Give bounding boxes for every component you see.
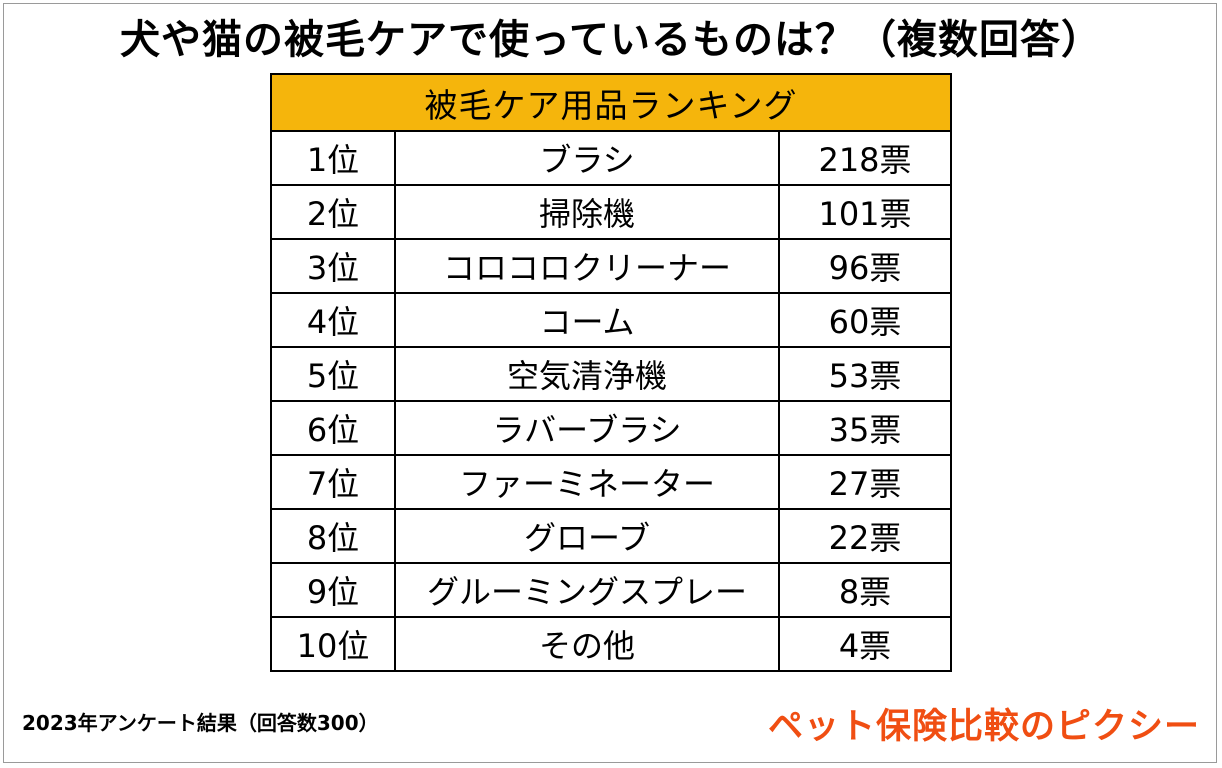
brand-logo: ペット保険比較のピクシー bbox=[767, 707, 1200, 747]
rank-cell: 9位 bbox=[270, 562, 396, 618]
votes-cell: 96票 bbox=[777, 238, 953, 294]
rank-cell: 6位 bbox=[270, 400, 396, 456]
item-cell: グローブ bbox=[394, 508, 780, 564]
rank-cell: 5位 bbox=[270, 346, 396, 402]
votes-cell: 27票 bbox=[777, 454, 953, 510]
item-cell: ブラシ bbox=[394, 130, 780, 186]
table-header: 被毛ケア用品ランキング bbox=[269, 73, 953, 132]
table-row: 10位 その他 4票 bbox=[270, 616, 953, 672]
ranking-body: 1位 ブラシ 218票 2位 掃除機 101票 3位 コロコロクリーナー 96票 4位 コーム 60票… bbox=[270, 130, 953, 672]
votes-cell: 60票 bbox=[777, 292, 953, 348]
table-row: 5位 空気清浄機 53票 bbox=[270, 346, 953, 402]
slide-frame bbox=[3, 3, 1217, 763]
votes-cell: 35票 bbox=[777, 400, 953, 456]
rank-cell: 1位 bbox=[270, 130, 396, 186]
votes-cell: 22票 bbox=[777, 508, 953, 564]
table-row: 6位 ラバーブラシ 35票 bbox=[270, 400, 953, 456]
table-row: 9位 グルーミングスプレー 8票 bbox=[270, 562, 953, 618]
item-cell: 空気清浄機 bbox=[394, 346, 780, 402]
item-cell: その他 bbox=[394, 616, 780, 672]
votes-cell: 53票 bbox=[777, 346, 953, 402]
votes-cell: 101票 bbox=[777, 184, 953, 240]
table-row: 3位 コロコロクリーナー 96票 bbox=[270, 238, 953, 294]
table-row: 8位 グローブ 22票 bbox=[270, 508, 953, 564]
table-header-row: 被毛ケア用品ランキング bbox=[269, 73, 953, 132]
page-title: 犬や猫の被毛ケアで使っているものは？（複数回答） bbox=[120, 17, 1102, 63]
table-row: 2位 掃除機 101票 bbox=[270, 184, 953, 240]
table-row: 4位 コーム 60票 bbox=[270, 292, 953, 348]
rank-cell: 4位 bbox=[270, 292, 396, 348]
rank-cell: 8位 bbox=[270, 508, 396, 564]
votes-cell: 4票 bbox=[777, 616, 953, 672]
rank-cell: 3位 bbox=[270, 238, 396, 294]
item-cell: コーム bbox=[394, 292, 780, 348]
votes-cell: 8票 bbox=[777, 562, 953, 618]
rank-cell: 7位 bbox=[270, 454, 396, 510]
item-cell: 掃除機 bbox=[394, 184, 780, 240]
item-cell: ラバーブラシ bbox=[394, 400, 780, 456]
item-cell: グルーミングスプレー bbox=[394, 562, 780, 618]
ranking-table: 被毛ケア用品ランキング 1位 ブラシ 218票 2位 掃除機 101票 3位 コロコロクリーナ… bbox=[269, 73, 953, 672]
table-row: 7位 ファーミネーター 27票 bbox=[270, 454, 953, 510]
votes-cell: 218票 bbox=[777, 130, 953, 186]
item-cell: ファーミネーター bbox=[394, 454, 780, 510]
item-cell: コロコロクリーナー bbox=[394, 238, 780, 294]
survey-footnote: 2023年アンケート結果（回答数300） bbox=[22, 711, 379, 735]
table-row: 1位 ブラシ 218票 bbox=[270, 130, 953, 186]
rank-cell: 10位 bbox=[270, 616, 396, 672]
rank-cell: 2位 bbox=[270, 184, 396, 240]
